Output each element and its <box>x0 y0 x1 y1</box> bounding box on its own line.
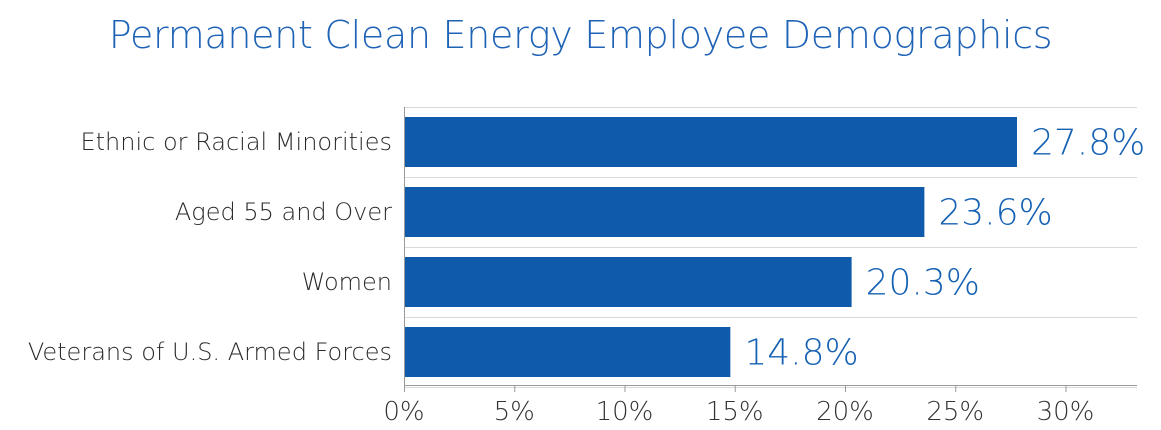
gridlines <box>404 107 1137 388</box>
axes <box>404 107 1137 392</box>
bar <box>404 327 731 377</box>
category-label: Veterans of U.S. Armed Forces <box>28 338 392 366</box>
value-label: 20.3% <box>866 263 980 304</box>
x-tick-label: 30% <box>1037 397 1095 427</box>
category-label: Aged 55 and Over <box>175 198 392 226</box>
category-label: Ethnic or Racial Minorities <box>80 128 392 156</box>
bars <box>404 117 1017 377</box>
x-tick-label: 20% <box>816 397 874 427</box>
value-label: 27.8% <box>1031 123 1145 164</box>
x-tick-label: 15% <box>706 397 764 427</box>
category-label: Women <box>302 268 392 296</box>
value-label: 14.8% <box>744 333 858 374</box>
value-label: 23.6% <box>938 193 1052 234</box>
bar <box>404 257 852 307</box>
x-tick-label: 0% <box>383 397 424 427</box>
bar <box>404 187 925 237</box>
x-tick-label: 5% <box>494 397 535 427</box>
labels: Ethnic or Racial Minorities 27.8% Aged 55 … <box>28 123 1146 428</box>
x-tick-label: 25% <box>926 397 984 427</box>
x-tick-label: 10% <box>596 397 654 427</box>
chart-title: Permanent Clean Energy Employee Demograp… <box>108 13 1053 57</box>
bar <box>404 117 1017 167</box>
